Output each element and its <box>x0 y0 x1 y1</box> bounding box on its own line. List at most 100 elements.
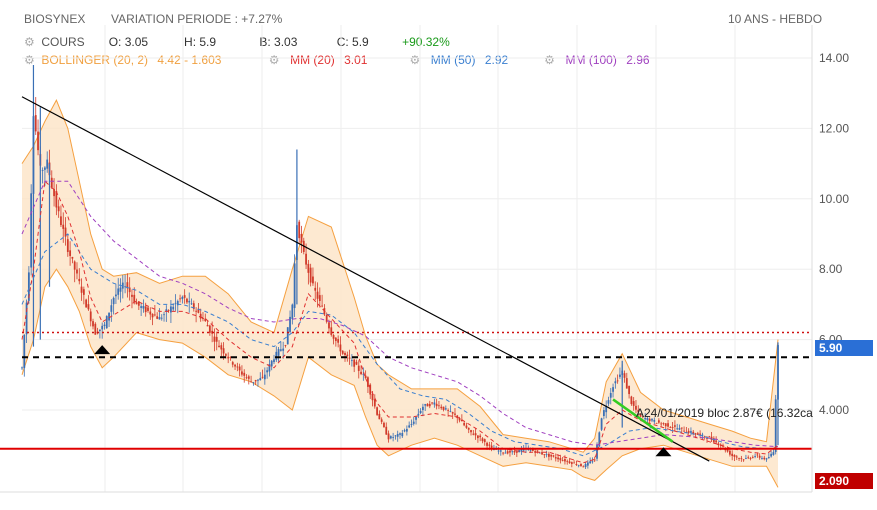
candle-body <box>325 314 328 322</box>
candle-body <box>284 345 287 346</box>
candle-body <box>357 365 360 371</box>
candle-body <box>433 402 436 405</box>
candle-body <box>612 387 614 392</box>
gear-icon[interactable]: ⚙ <box>409 53 421 67</box>
candle-body <box>330 327 333 335</box>
candle-body <box>646 417 649 421</box>
candle-body <box>758 455 761 458</box>
candle-body <box>119 287 122 292</box>
candle-body <box>50 177 53 188</box>
candle-body <box>694 433 697 435</box>
candle-body <box>683 430 685 432</box>
candle-body <box>756 454 759 456</box>
up-triangle-marker <box>94 345 111 355</box>
candle-body <box>678 428 681 430</box>
candle-body <box>23 334 26 369</box>
candle-body <box>726 448 729 452</box>
candle-body <box>541 452 543 455</box>
candle-body <box>490 445 493 448</box>
candle-body <box>639 414 642 417</box>
candle-body <box>509 450 511 453</box>
candle-body <box>126 282 129 289</box>
candle-body <box>486 442 488 446</box>
candle-body <box>403 430 406 432</box>
candle-body <box>71 256 74 259</box>
candle-body <box>440 406 443 409</box>
candle-body <box>630 396 633 405</box>
candle-body <box>575 464 578 465</box>
candle-body <box>80 286 83 293</box>
candle-body <box>174 302 177 304</box>
candle-body <box>218 345 220 347</box>
candle-body <box>504 452 507 454</box>
candle-body <box>275 351 278 360</box>
candle-body <box>103 324 106 326</box>
candle-body <box>197 308 200 313</box>
candle-body <box>73 261 76 270</box>
gear-icon[interactable]: ⚙ <box>544 53 555 67</box>
mm50-line <box>21 233 779 457</box>
candle-body <box>676 428 679 430</box>
candle-body <box>131 294 133 297</box>
candle-body <box>60 216 62 226</box>
candle-body <box>598 432 601 447</box>
candle-body <box>582 466 585 468</box>
candle-body <box>550 454 553 457</box>
candle-body <box>653 419 656 422</box>
mm100-value: 2.96 <box>626 53 650 67</box>
candle-body <box>609 393 612 398</box>
candle-body <box>53 189 55 197</box>
candle-body <box>389 436 392 439</box>
candle-body <box>376 407 378 415</box>
candle-body <box>257 379 259 381</box>
candle-body <box>66 239 69 252</box>
candle-body <box>431 402 433 404</box>
mm100-line <box>21 180 779 448</box>
candle-body <box>279 349 282 351</box>
candle-body <box>465 425 468 428</box>
gear-icon[interactable]: ⚙ <box>24 35 35 49</box>
candle-body <box>82 289 85 295</box>
mm20-label[interactable]: MM (20) <box>290 53 335 67</box>
gear-icon[interactable]: ⚙ <box>24 53 35 67</box>
candle-body <box>344 352 346 355</box>
period-label[interactable]: 10 ANS - HEBDO <box>728 12 823 26</box>
candle-body <box>566 460 569 462</box>
mm100-label[interactable]: MM (100) <box>565 53 617 67</box>
candle-body <box>747 457 750 459</box>
variation-label: VARIATION PERIODE : +7.27% <box>111 12 283 26</box>
candle-body <box>305 253 307 265</box>
candle-body <box>460 419 463 422</box>
candle-body <box>664 423 667 427</box>
candle-body <box>309 267 312 283</box>
candle-body <box>447 410 450 411</box>
candle-body <box>259 378 262 381</box>
candle-body <box>770 453 773 457</box>
mm50-label[interactable]: MM (50) <box>430 53 476 67</box>
gear-icon[interactable]: ⚙ <box>268 53 280 67</box>
candle-body <box>706 438 708 440</box>
last-price-tag: 5.90 <box>815 340 873 356</box>
candle-body <box>488 444 491 446</box>
candle-body <box>557 457 559 460</box>
candle-body <box>179 298 181 300</box>
candle-body <box>422 406 424 411</box>
y-tick-label: 12.00 <box>819 121 849 135</box>
bollinger-label[interactable]: BOLLINGER (20, 2) <box>41 53 149 67</box>
cours-label[interactable]: COURS <box>41 35 85 49</box>
candle-body <box>715 440 718 443</box>
candle-body <box>55 191 58 208</box>
legend-cours-row: ⚙ COURS O: 3.05 H: 5.9 B: 3.03 C: 5.9 +9… <box>24 35 450 51</box>
candle-body <box>671 427 674 429</box>
candle-body <box>660 423 663 425</box>
candle-body <box>227 356 230 359</box>
candle-body <box>619 374 621 377</box>
candle-body <box>415 416 417 420</box>
candle-body <box>596 444 598 459</box>
candle-body <box>451 412 454 414</box>
candle-body <box>380 419 383 422</box>
candle-body <box>241 371 243 375</box>
candle-body <box>124 286 126 288</box>
candle-body <box>360 371 362 375</box>
